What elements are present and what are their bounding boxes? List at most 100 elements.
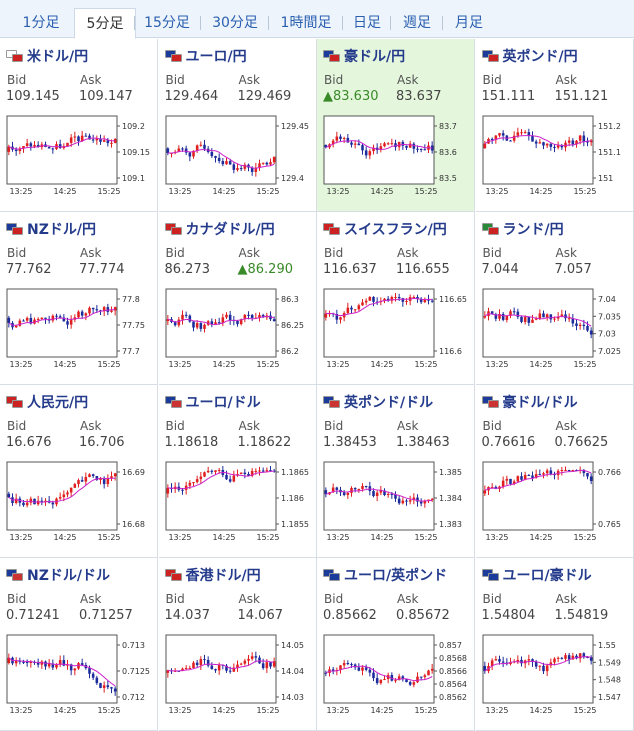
pair-title-link[interactable]: ユーロ/英ポンド: [323, 566, 473, 584]
tab-6[interactable]: 日足: [353, 15, 381, 31]
pair-title-link[interactable]: ユーロ/豪ドル: [481, 566, 632, 584]
y-tick-label: 1.385: [439, 468, 462, 477]
mini-candlestick-chart[interactable]: 151.2 151.1 151 13:25 14:25 15:25: [482, 115, 630, 199]
currency-flag-icon: [323, 396, 341, 408]
candle-body: [228, 670, 231, 672]
candle-body: [239, 168, 242, 170]
tab-4[interactable]: 30分足: [212, 15, 258, 31]
mini-candlestick-chart[interactable]: 1.55 1.549 1.548 1.547 13:25 14:25 15:25: [482, 634, 630, 718]
mini-candlestick-chart[interactable]: 16.69 16.68 13:25 14:25 15:25: [6, 461, 154, 545]
tab-7[interactable]: 週足: [403, 15, 431, 31]
pair-title-link[interactable]: ランド/円: [481, 220, 632, 238]
currency-flag-icon: [481, 396, 500, 408]
rate-card[interactable]: 豪ドル/円 Bid Ask ▲83.630 83.637 83.7 83.6 83.5 13:2…: [317, 39, 475, 212]
pair-title-link[interactable]: 豪ドル/ドル: [481, 393, 632, 411]
pair-title-link[interactable]: カナダドル/円: [164, 220, 315, 238]
mini-candlestick-chart[interactable]: 1.1865 1.186 1.1855 13:25 14:25 15:25: [165, 461, 313, 545]
tab-2[interactable]: 5分足: [74, 8, 136, 39]
candle-body: [541, 313, 545, 318]
plot-frame: [323, 461, 435, 531]
pair-title-link[interactable]: ユーロ/円: [164, 47, 315, 65]
rate-card[interactable]: ユーロ/豪ドル Bid Ask 1.54804 1.54819 1.55 1.549 1.54…: [475, 558, 634, 731]
candle-body: [501, 133, 504, 136]
bid-value: 1.54804: [481, 608, 536, 623]
candle-body: [206, 470, 209, 473]
tab-8[interactable]: 月足: [455, 15, 483, 31]
plot-frame: [6, 461, 118, 531]
mini-candlestick-chart[interactable]: 1.385 1.384 1.383 13:25 14:25 15:25: [323, 461, 471, 545]
rate-card[interactable]: 香港ドル/円 Bid Ask 14.037 14.067 14.05 14.04 14.03 1…: [158, 558, 317, 731]
tab-separator: [390, 16, 391, 30]
tab-separator: [134, 16, 135, 30]
rate-card[interactable]: 人民元/円 Bid Ask 16.676 16.706 16.69 16.68 13:25 14…: [0, 385, 158, 558]
candle-body: [350, 487, 353, 493]
mini-candlestick-chart[interactable]: 77.8 77.75 77.7 13:25 14:25 15:25: [6, 288, 154, 372]
candle-body: [180, 668, 184, 671]
tab-1[interactable]: 1分足: [22, 15, 60, 31]
pair-title-link[interactable]: 英ポンド/ドル: [323, 393, 473, 411]
bid-value: 0.71241: [6, 608, 60, 623]
candle-body: [246, 658, 250, 661]
mini-candlestick-chart[interactable]: 14.05 14.04 14.03 13:25 14:25 15:25: [165, 634, 313, 718]
x-tick-label: 15:25: [414, 187, 437, 196]
pair-title-link[interactable]: 香港ドル/円: [164, 566, 315, 584]
pair-title-link[interactable]: ユーロ/ドル: [164, 393, 315, 411]
candle-body: [497, 313, 501, 319]
mini-candlestick-chart[interactable]: 0.857 0.8568 0.8566 0.8564 0.8562 13:25 14:25 1…: [323, 634, 471, 718]
mini-candlestick-chart[interactable]: 86.3 86.25 86.2 13:25 14:25 15:25: [165, 288, 313, 372]
candle-body: [224, 161, 228, 165]
rate-card[interactable]: 豪ドル/ドル Bid Ask 0.76616 0.76625 0.766 0.765 13:2…: [475, 385, 634, 558]
mini-candlestick-chart[interactable]: 116.65 116.6 13:25 14:25 15:25: [323, 288, 471, 372]
pair-title-link[interactable]: 英ポンド/円: [481, 47, 632, 65]
candle-body: [195, 479, 198, 483]
candle-body: [84, 476, 88, 482]
candle-body: [574, 323, 578, 326]
ask-label: Ask: [80, 419, 102, 433]
pair-title-link[interactable]: スイスフラン/円: [323, 220, 473, 238]
mini-candlestick-chart[interactable]: 7.04 7.035 7.03 7.025 13:25 14:25 15:25: [482, 288, 630, 372]
mini-candlestick-chart[interactable]: 83.7 83.6 83.5 13:25 14:25 15:25: [323, 115, 471, 199]
ask-label: Ask: [555, 73, 577, 87]
rate-card[interactable]: ユーロ/円 Bid Ask 129.464 129.469 129.45 129.4 13:2…: [158, 39, 317, 212]
candle-body: [556, 316, 559, 319]
candle-body: [516, 476, 519, 482]
pair-name: NZドル/ドル: [27, 568, 110, 584]
mini-candlestick-chart[interactable]: 0.766 0.765 13:25 14:25 15:25: [482, 461, 630, 545]
y-tick-label: 7.03: [598, 330, 616, 339]
rate-card[interactable]: ランド/円 Bid Ask 7.044 7.057 7.04 7.035 7.03 7.025 1…: [475, 212, 634, 385]
candle-body: [191, 150, 195, 157]
rate-card[interactable]: NZドル/ドル Bid Ask 0.71241 0.71257 0.713 0.7125 0.…: [0, 558, 158, 731]
rate-card[interactable]: 米ドル/円 Bid Ask 109.145 109.147 109.2 109.15 109.…: [0, 39, 158, 212]
mini-candlestick-chart[interactable]: 109.2 109.15 109.1 13:25 14:25 15:25: [6, 115, 154, 199]
rate-card[interactable]: NZドル/円 Bid Ask 77.762 77.774 77.8 77.75 77.7 13:…: [0, 212, 158, 385]
plot-frame: [482, 634, 593, 704]
mini-candlestick-chart[interactable]: 0.713 0.7125 0.712 13:25 14:25 15:25: [6, 634, 154, 718]
candle-body: [368, 151, 372, 156]
pair-title-link[interactable]: NZドル/円: [6, 220, 156, 238]
currency-flag-icon: [481, 50, 500, 62]
y-tick-label: 7.04: [598, 295, 616, 304]
bid-label: Bid: [7, 73, 27, 87]
rate-card[interactable]: 英ポンド/ドル Bid Ask 1.38453 1.38463 1.385 1.384 1.3…: [317, 385, 475, 558]
candle-body: [412, 297, 416, 298]
rate-card[interactable]: 英ポンド/円 Bid Ask 151.111 151.121 151.2 151.1 151 1…: [475, 39, 634, 212]
pair-title-link[interactable]: 豪ドル/円: [323, 47, 473, 65]
candle-body: [44, 661, 47, 667]
rate-card[interactable]: ユーロ/英ポンド Bid Ask 0.85662 0.85672 0.857 0.8568 0…: [317, 558, 475, 731]
pair-title-link[interactable]: 米ドル/円: [6, 47, 156, 65]
candle-body: [217, 664, 220, 671]
pair-title-link[interactable]: NZドル/ドル: [6, 566, 156, 584]
candle-body: [217, 322, 220, 324]
tab-5[interactable]: 1時間足: [280, 15, 332, 31]
rate-card[interactable]: ユーロ/ドル Bid Ask 1.18618 1.18622 1.1865 1.186 1.1…: [158, 385, 317, 558]
candle-body: [80, 480, 84, 482]
candle-body: [243, 472, 246, 474]
bid-label: Bid: [324, 73, 344, 87]
rate-card[interactable]: スイスフラン/円 Bid Ask 116.637 116.655 116.65 116.6 1…: [317, 212, 475, 385]
tab-3[interactable]: 15分足: [144, 15, 190, 31]
candle-body: [62, 494, 66, 498]
mini-candlestick-chart[interactable]: 129.45 129.4 13:25 14:25 15:25: [165, 115, 313, 199]
pair-title-link[interactable]: 人民元/円: [6, 393, 156, 411]
rate-card[interactable]: カナダドル/円 Bid Ask 86.273 ▲86.290 86.3 86.25 86.2 1…: [158, 212, 317, 385]
ask-value: 109.147: [79, 89, 133, 104]
